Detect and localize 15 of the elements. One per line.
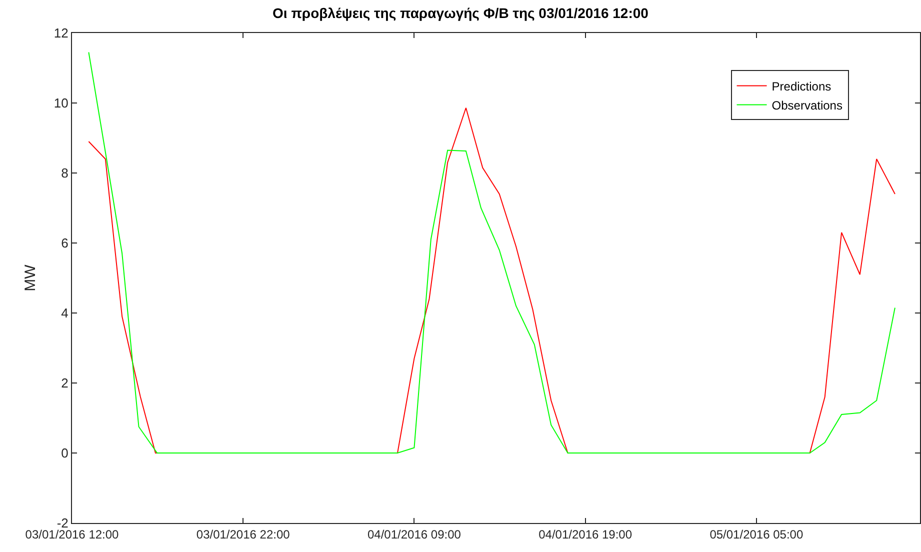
x-tick-label: 03/01/2016 22:00	[196, 527, 290, 542]
y-tick-label: 10	[54, 96, 68, 111]
y-tick-label: 6	[61, 236, 68, 251]
y-tick-label: 12	[54, 26, 68, 41]
y-tick-label: 2	[61, 376, 68, 391]
chart-title: Οι προβλέψεις της παραγωγής Φ/Β της 03/01/2016 12:00	[272, 5, 649, 22]
x-tick-label: 05/01/2016 05:00	[710, 527, 804, 542]
x-tick-label: 04/01/2016 19:00	[538, 527, 632, 542]
y-tick-label: 0	[61, 446, 68, 461]
y-tick-label: 4	[61, 306, 68, 321]
legend-label: Observations	[772, 98, 842, 112]
x-tick-label: 04/01/2016 09:00	[367, 527, 462, 542]
y-axis-title: MW	[22, 264, 40, 292]
legend-label: Predictions	[772, 79, 832, 94]
y-tick-label: 8	[61, 166, 68, 181]
